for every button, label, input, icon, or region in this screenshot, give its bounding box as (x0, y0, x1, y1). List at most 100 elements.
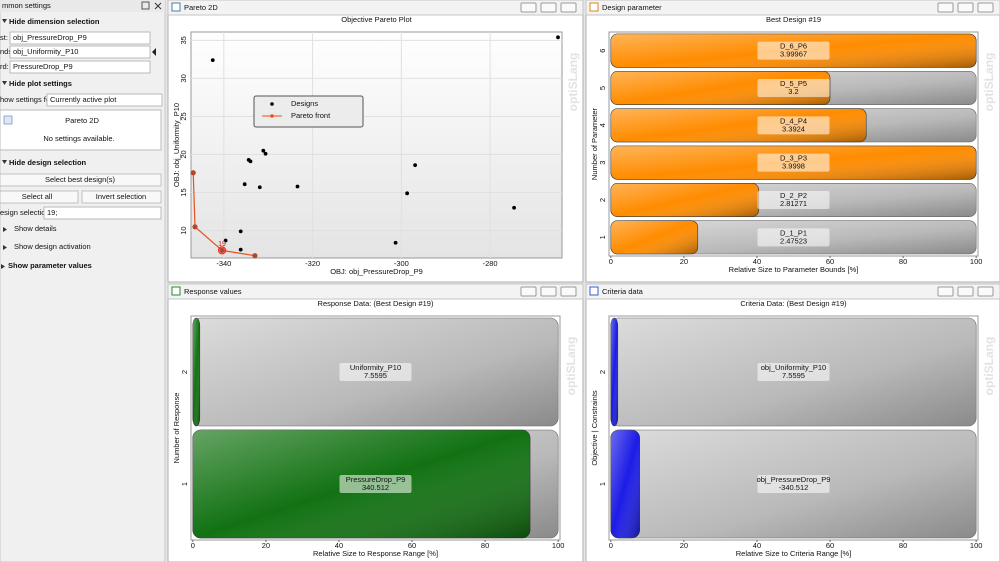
design-point (261, 148, 266, 153)
text-input[interactable] (43, 206, 162, 220)
combo-value: obj_PressureDrop_P9 (13, 33, 87, 42)
x-tick-label: 0 (609, 257, 613, 266)
collapse-arrow[interactable] (2, 160, 7, 164)
y-tick-label: 20 (179, 150, 188, 158)
bar-label-box (757, 79, 830, 97)
minimize-button[interactable] (520, 286, 537, 297)
expand-arrow[interactable] (3, 227, 7, 232)
expand-arrow[interactable] (3, 245, 7, 250)
collapse-arrow[interactable] (2, 81, 7, 85)
maximize-button[interactable] (957, 2, 974, 13)
section-header[interactable]: Hide plot settings (9, 79, 72, 88)
design-point (238, 247, 243, 252)
x-tick-label: 20 (680, 541, 688, 550)
close-button[interactable] (560, 2, 577, 13)
swap-arrow[interactable] (152, 48, 156, 56)
pareto-point (219, 247, 225, 253)
expand-arrow[interactable] (1, 264, 5, 269)
bar-value: 2.47523 (780, 236, 807, 245)
pareto-point (190, 170, 196, 176)
bar-name: D_4_P4 (780, 116, 807, 125)
x-tick-label: 100 (552, 541, 565, 550)
combo-box[interactable] (9, 60, 151, 74)
panel-title: Response values (184, 287, 242, 296)
button[interactable] (81, 190, 162, 204)
close-button[interactable] (560, 286, 577, 297)
section-toggle[interactable]: Show design activation (14, 242, 91, 251)
y-tick-label: 2 (598, 370, 607, 374)
design-point (248, 159, 253, 164)
plot-area (608, 31, 979, 257)
y-tick-label: 15 (179, 188, 188, 196)
section-header[interactable]: Hide dimension selection (9, 17, 100, 26)
section-header[interactable]: Hide design selection (9, 158, 87, 167)
button[interactable] (0, 173, 162, 187)
design-point (223, 238, 228, 243)
panel-icon (589, 286, 599, 296)
combo-box[interactable] (9, 31, 151, 45)
x-tick-label: 40 (753, 257, 761, 266)
y-tick-label: 1 (598, 482, 607, 486)
combo-box[interactable] (46, 93, 163, 107)
bar-value: 3.9998 (782, 162, 805, 171)
x-tick-label: 40 (753, 541, 761, 550)
collapse-arrow[interactable] (2, 19, 7, 23)
close-button[interactable] (977, 286, 994, 297)
maximize-button[interactable] (540, 2, 557, 13)
x-tick-label: 60 (408, 541, 416, 550)
design-point (393, 240, 398, 245)
bar-name: D_3_P3 (780, 154, 807, 163)
y-tick-label: 2 (598, 198, 607, 202)
design-point (263, 151, 268, 156)
minimize-button[interactable] (520, 2, 537, 13)
x-tick-label: 80 (481, 541, 489, 550)
watermark: optiSLang (564, 337, 578, 396)
plot-icon (3, 115, 13, 125)
maximize-button[interactable] (540, 286, 557, 297)
bar-value: -340.512 (779, 483, 809, 492)
legend (253, 95, 364, 128)
x-tick-label: 80 (899, 541, 907, 550)
button-label: Select best design(s) (45, 175, 116, 184)
design-point (257, 185, 262, 190)
pareto-point (192, 224, 198, 230)
legend-marker (270, 114, 274, 118)
button[interactable] (0, 190, 79, 204)
section-toggle[interactable]: Show parameter values (8, 261, 92, 270)
bar-shading (610, 220, 698, 254)
watermark: optiSLang (982, 337, 996, 396)
bar-label-box (757, 228, 830, 247)
design-point (413, 163, 418, 168)
combo-box[interactable] (9, 45, 151, 59)
settings-box-note: No settings available. (43, 134, 114, 143)
bar-name: obj_Uniformity_P10 (761, 363, 826, 372)
panel-titlebar (167, 0, 584, 16)
x-tick-label: -340 (216, 259, 231, 268)
panel-icon (589, 2, 599, 12)
y-tick-label: 1 (598, 235, 607, 239)
input-value: 19; (47, 208, 57, 217)
chart-title: Best Design #19 (766, 15, 821, 24)
button-label: Invert selection (96, 192, 146, 201)
y-tick-label: 10 (179, 226, 188, 234)
settings-box-title: Pareto 2D (65, 116, 99, 125)
selected-design (217, 246, 227, 255)
x-tick-label: 20 (262, 541, 270, 550)
close-button[interactable] (154, 2, 162, 10)
button-label: Select all (22, 192, 53, 201)
maximize-button[interactable] (957, 286, 974, 297)
x-axis-label: Relative Size to Criteria Range [%] (736, 549, 851, 558)
minimize-button[interactable] (937, 2, 954, 13)
close-button[interactable] (977, 2, 994, 13)
bar-value: 7.5595 (782, 371, 805, 380)
float-button[interactable] (141, 1, 150, 10)
watermark: optiSLang (566, 53, 580, 112)
y-tick-label: 35 (179, 36, 188, 44)
minimize-button[interactable] (937, 286, 954, 297)
field-label: esign selection: (0, 208, 52, 217)
section-toggle[interactable]: Show details (14, 224, 57, 233)
design-point (238, 229, 243, 234)
bar-label-box (757, 153, 830, 172)
bar-name: D_5_P5 (780, 79, 807, 88)
